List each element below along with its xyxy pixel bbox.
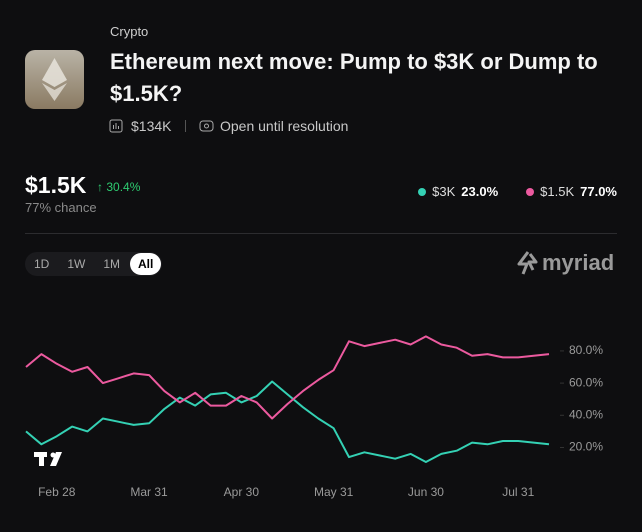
volume: $134K [131,118,172,134]
legend-label: $1.5K [540,184,575,199]
series-line [25,335,550,420]
separator [185,120,186,132]
legend-swatch [526,187,535,196]
legend-label: $3K [432,184,456,199]
brand-mark [517,251,538,275]
range-button[interactable]: 1W [67,257,86,271]
x-tick-label: May 31 [314,485,354,499]
status: Open until resolution [220,118,349,134]
legend-value: 77.0% [580,184,617,199]
volume-icon [109,119,123,133]
y-tick-label: 40.0% [569,407,603,421]
legend-value: 23.0% [461,184,499,199]
legend-swatch [418,187,427,196]
x-tick-label: Apr 30 [224,485,260,499]
change-value: 30.4% [106,180,141,194]
legend-item: $3K 23.0% [418,184,498,199]
chance: 77% chance [25,200,97,215]
y-tick-label: 20.0% [569,440,603,454]
series-line [25,380,550,463]
brand: myriad [542,250,615,275]
divider [25,233,617,234]
market-icon [25,50,84,109]
range-selector: 1D 1W 1M All [25,252,163,276]
price: $1.5K [25,172,87,198]
y-tick-label: 60.0% [569,375,603,389]
range-button[interactable]: 1M [103,257,121,271]
status-icon [199,120,214,132]
x-tick-label: Feb 28 [38,485,76,499]
category: Crypto [110,24,149,39]
market-title: Ethereum next move: Pump to $3K or Dump … [110,49,598,106]
legend-item: $1.5K 77.0% [526,184,617,199]
y-tick-label: 80.0% [569,343,603,357]
legend: $3K 23.0% $1.5K 77.0% [418,184,617,199]
tradingview-logo [34,452,62,466]
x-tick-label: Jun 30 [408,485,444,499]
range-button[interactable]: 1D [34,257,50,271]
range-button[interactable]: All [130,253,162,275]
x-tick-label: Jul 31 [502,485,534,499]
x-tick-label: Mar 31 [130,485,168,499]
change: ↑ 30.4% [97,180,141,194]
